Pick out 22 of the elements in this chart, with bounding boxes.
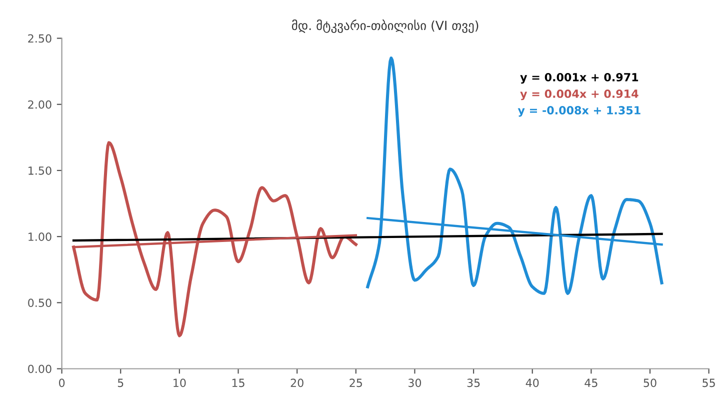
x-tick-label: 5 <box>118 378 124 388</box>
chart-title: მდ. მტკვარი-თბილისი (VI თვე) <box>292 19 478 33</box>
x-tick-label: 15 <box>232 378 244 388</box>
x-tick-label: 30 <box>408 378 422 388</box>
x-tick-label: 0 <box>58 378 65 388</box>
y-tick-label: 0.50 <box>28 298 52 308</box>
x-tick-label: 55 <box>702 378 715 388</box>
x-tick-label: 20 <box>290 378 304 388</box>
x-tick-label: 40 <box>526 378 539 388</box>
y-tick-label: 1.00 <box>28 232 52 241</box>
x-tick-label: 10 <box>174 378 186 388</box>
x-tick-label: 45 <box>584 378 598 388</box>
annotation: y = -0.008x + 1.351 <box>518 106 640 117</box>
x-tick-label: 25 <box>350 378 362 388</box>
x-tick-label: 35 <box>467 378 480 388</box>
y-tick-label: 1.50 <box>28 166 52 175</box>
annotation: y = 0.001x + 0.971 <box>520 73 638 84</box>
y-tick-label: 0.00 <box>28 364 52 374</box>
x-tick-label: 50 <box>644 378 656 388</box>
y-tick-label: 2.00 <box>28 100 52 109</box>
annotation: y = 0.004x + 0.914 <box>520 90 638 100</box>
y-tick-label: 2.50 <box>28 34 52 43</box>
